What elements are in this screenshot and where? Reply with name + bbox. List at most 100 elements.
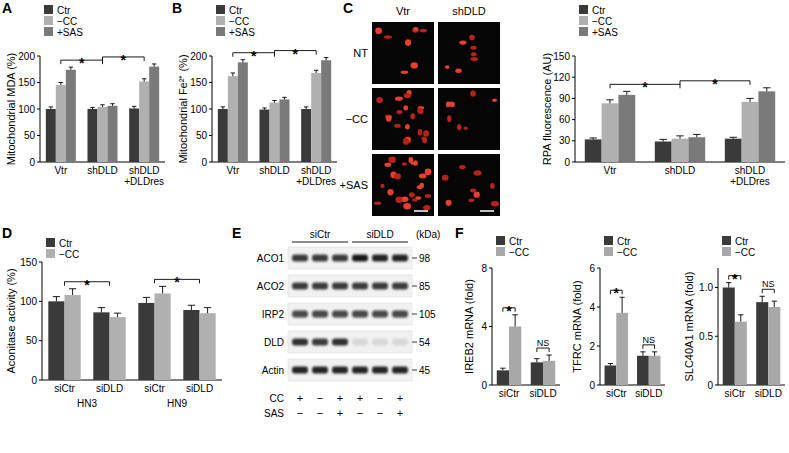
- legend-label: Ctr: [229, 5, 243, 16]
- unit-label: (kDa): [416, 229, 440, 240]
- significance-label: NS: [762, 279, 775, 289]
- cell: [387, 189, 393, 195]
- cell: [384, 163, 391, 167]
- legend-swatch: [216, 5, 225, 14]
- legend-swatch: [496, 236, 505, 245]
- error-bar: [324, 58, 328, 61]
- label-line: siDLD: [186, 383, 213, 394]
- y-axis: [575, 56, 576, 162]
- y-tick-label: 1.0: [699, 282, 713, 293]
- row-label: ACO1: [257, 253, 285, 264]
- treatment-sign: +: [357, 392, 363, 404]
- cell: [410, 113, 415, 119]
- y-tick-label: 150: [18, 77, 35, 88]
- treatment-sign: +: [397, 407, 403, 419]
- legend-swatch: [604, 247, 613, 256]
- legend-label: Ctr: [735, 236, 749, 247]
- significance-bracket: [643, 345, 655, 349]
- legend-label: +SAS: [592, 27, 618, 38]
- error-bar: [640, 352, 645, 356]
- y-tick-label: 120: [553, 72, 570, 83]
- y-axis: [492, 268, 493, 385]
- treatment-label: CC: [270, 393, 284, 404]
- cell: [425, 194, 431, 198]
- error-bar: [53, 297, 60, 302]
- y-tick-label: 100: [20, 296, 37, 307]
- significance-label: *: [642, 79, 648, 95]
- cell: [418, 109, 423, 114]
- bar: [672, 139, 689, 162]
- band: [352, 339, 368, 346]
- legend-swatch: [496, 247, 505, 256]
- error-bar: [676, 136, 683, 139]
- band: [312, 339, 328, 346]
- cell: [423, 205, 430, 210]
- bar-chart: 00.51.0SLC40A1 mRNA (fold)siCtrsiDLD*NSC…: [683, 236, 785, 400]
- x-tick-label: Vtr: [604, 165, 617, 176]
- error-bar: [98, 308, 105, 313]
- bar: [531, 362, 543, 385]
- cell: [419, 174, 427, 179]
- error-bar: [49, 107, 53, 109]
- error-bar: [69, 289, 76, 295]
- label-line: siDLD: [635, 388, 662, 399]
- error-bar: [623, 91, 630, 95]
- bar: [93, 312, 109, 380]
- bars: [218, 58, 331, 162]
- x-group-label: HN9: [167, 398, 187, 409]
- legend-swatch: [44, 5, 53, 14]
- y-tick-label: 50: [196, 130, 208, 141]
- group-label: siCtr: [310, 229, 331, 240]
- cell: [442, 175, 449, 181]
- label-line: siCtr: [54, 383, 75, 394]
- y-tick-label: 0: [564, 157, 570, 168]
- micrograph: [372, 88, 434, 150]
- row-label: ACO2: [257, 281, 285, 292]
- cell: [402, 162, 407, 165]
- treatment-sign: −: [357, 407, 363, 419]
- error-bar: [69, 67, 73, 70]
- bars: [585, 88, 775, 162]
- cell: [425, 168, 432, 175]
- bar: [616, 313, 628, 385]
- group-line: [352, 242, 408, 243]
- error-bar: [59, 83, 63, 86]
- treatment-label: SAS: [264, 408, 284, 419]
- band: [352, 255, 368, 262]
- significance-label: *: [712, 76, 718, 92]
- cell: [423, 130, 429, 136]
- band: [372, 339, 388, 346]
- y-axis-label: TFRC mRNA (fold): [571, 280, 583, 372]
- error-bar: [760, 296, 765, 302]
- cell: [403, 203, 411, 210]
- cell: [471, 52, 477, 56]
- legend-swatch: [579, 16, 588, 25]
- bar-chart: 048IREB2 mRNA (fold)siCtrsiDLD*NSCtr−CC: [463, 236, 560, 400]
- group-line: [292, 242, 348, 243]
- y-axis-label: RPA fluorescence (AU): [541, 53, 553, 165]
- cell: [405, 124, 410, 129]
- bar: [110, 317, 126, 380]
- band: [332, 255, 348, 262]
- bar: [280, 99, 290, 162]
- x-tick-label: shDLD+DLDres: [296, 165, 336, 187]
- label-line: Vtr: [604, 165, 617, 176]
- error-bar: [693, 134, 700, 137]
- error-bar: [143, 297, 150, 303]
- band: [352, 367, 368, 374]
- cell: [464, 127, 468, 130]
- bar: [649, 356, 661, 385]
- significance-label: NS: [642, 335, 655, 345]
- error-bar: [500, 368, 505, 370]
- bar: [768, 307, 780, 385]
- band: [292, 311, 308, 318]
- error-bar: [272, 101, 276, 103]
- bar: [585, 139, 602, 162]
- label-line: siCtr: [724, 388, 745, 399]
- bar: [260, 110, 270, 162]
- cell: [374, 201, 381, 204]
- row-label: +SAS: [340, 179, 368, 191]
- y-tick-label: 4: [589, 302, 595, 313]
- x-tick-label: Vtr: [226, 165, 239, 176]
- y-axis-label: SLC40A1 mRNA (fold): [683, 271, 695, 381]
